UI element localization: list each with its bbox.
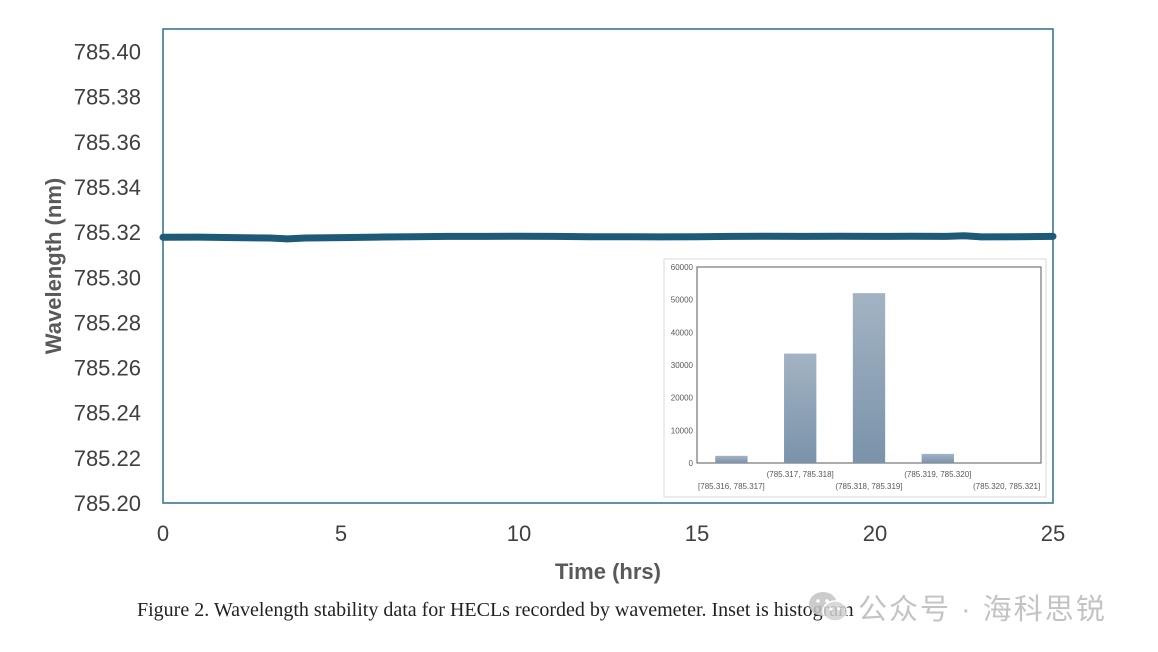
y-tick-label: 785.22 — [74, 446, 141, 471]
y-tick-label: 785.24 — [74, 401, 141, 426]
histogram-bar — [715, 455, 748, 463]
figure-caption: Figure 2. Wavelength stability data for … — [137, 599, 854, 621]
inset-x-tick-label: (785.320, 785.321] — [973, 482, 1040, 491]
wavelength-series-line — [159, 232, 1057, 243]
y-axis-label: Wavelength (nm) — [41, 178, 66, 354]
y-tick-label: 785.30 — [74, 265, 141, 290]
inset-x-tick-label: [785.316, 785.317] — [698, 482, 765, 491]
watermark-text: 公众号 · 海科思锐 — [858, 594, 1107, 626]
x-tick-labels: 0 5 10 15 20 25 — [157, 521, 1065, 546]
x-tick-label: 10 — [507, 521, 531, 546]
inset-y-tick-label: 40000 — [671, 328, 694, 337]
inset-y-tick-label: 50000 — [671, 296, 694, 305]
y-tick-label: 785.26 — [74, 356, 141, 381]
x-axis-label: Time (hrs) — [555, 559, 661, 584]
watermark: 公众号 · 海科思锐 — [808, 586, 1107, 628]
inset-y-tick-label: 10000 — [671, 426, 694, 435]
inset-y-tick-labels: 0 10000 20000 30000 40000 50000 60000 — [671, 263, 694, 468]
x-tick-label: 25 — [1041, 521, 1065, 546]
x-tick-label: 15 — [685, 521, 709, 546]
inset-bars — [715, 293, 954, 463]
y-tick-label: 785.40 — [74, 40, 141, 65]
histogram-inset: 0 10000 20000 30000 40000 50000 60000 [785.316… — [663, 258, 1047, 498]
y-tick-label: 785.36 — [74, 130, 141, 155]
inset-x-tick-label: (785.319, 785.320] — [904, 470, 971, 479]
y-tick-label: 785.32 — [74, 220, 141, 245]
inset-y-tick-label: 0 — [689, 459, 694, 468]
inset-y-tick-label: 30000 — [671, 361, 694, 370]
y-tick-label: 785.34 — [74, 175, 141, 200]
histogram-bar — [784, 353, 817, 463]
wavelength-stability-chart: 785.20 785.22 785.24 785.26 785.28 785.30 785.… — [41, 28, 1065, 584]
inset-y-tick-label: 20000 — [671, 394, 694, 403]
y-tick-labels: 785.20 785.22 785.24 785.26 785.28 785.30 785.… — [74, 40, 141, 516]
inset-x-tick-label: (785.318, 785.319] — [835, 482, 902, 491]
x-tick-label: 5 — [335, 521, 347, 546]
histogram-bar — [921, 453, 954, 463]
inset-y-tick-label: 60000 — [671, 263, 694, 272]
x-tick-label: 20 — [863, 521, 887, 546]
y-tick-label: 785.20 — [74, 491, 141, 516]
wechat-icon — [809, 592, 848, 622]
y-tick-label: 785.38 — [74, 85, 141, 110]
y-tick-label: 785.28 — [74, 310, 141, 335]
x-tick-label: 0 — [157, 521, 169, 546]
inset-x-tick-label: (785.317, 785.318] — [767, 470, 834, 479]
inset-x-tick-labels: [785.316, 785.317](785.317, 785.318](785… — [698, 470, 1040, 491]
histogram-bar — [852, 293, 886, 463]
